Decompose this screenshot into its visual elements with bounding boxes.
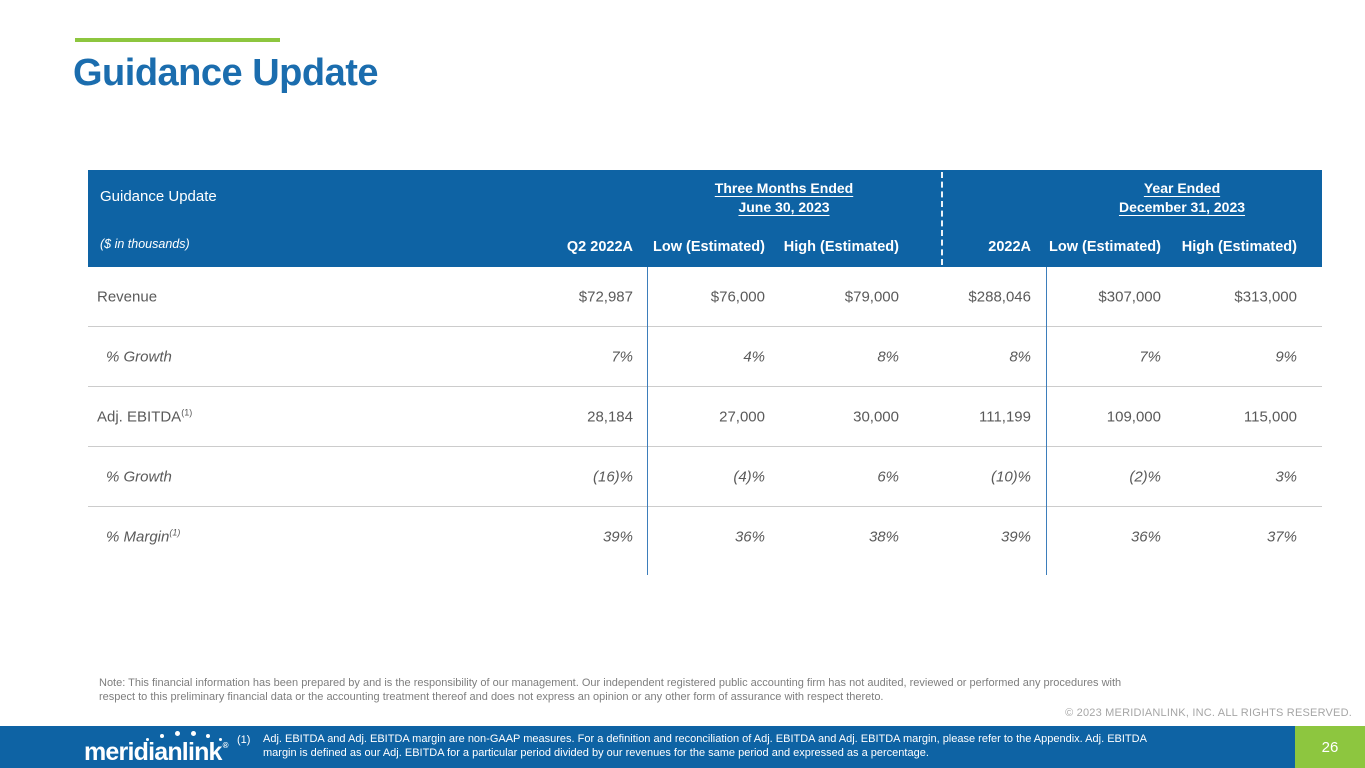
cell-value: 7% [611,348,633,365]
cell-value: 8% [1009,348,1031,365]
cell-value: (16)% [592,468,633,485]
cell-value: 7% [1139,348,1161,365]
registered-trademark-symbol: ® [222,741,229,750]
footer-bar: meridianlink® (1) Adj. EBITDA and Adj. E… [0,726,1365,768]
footnote-line2: margin is defined as our Adj. EBITDA for… [263,746,929,759]
group-label-line1: Year Ended [1143,180,1221,196]
group-label-line1: Three Months Ended [714,180,854,196]
cell-value: $288,046 [968,288,1031,305]
cell-value: 8% [877,348,899,365]
cell-value: (4)% [733,468,765,485]
group-label-line2: December 31, 2023 [1118,199,1246,215]
page-number: 26 [1321,738,1339,756]
table-body: Revenue $72,987 $76,000 $79,000 $288,046… [88,267,1322,567]
disclaimer-note: Note: This financial information has bee… [99,676,1121,704]
row-label: % Margin(1) [106,527,181,546]
footnote-ref: (1) [181,407,193,417]
footnote-ref: (1) [169,527,181,538]
cell-value: 115,000 [1243,408,1297,425]
cell-value: 9% [1275,348,1297,365]
column-header-2022a: 2022A [988,239,1031,255]
cell-value: 27,000 [719,408,765,425]
cell-value: 36% [734,528,765,546]
meridianlink-logo: meridianlink® [84,731,229,766]
copyright-notice: © 2023 MERIDIANLINK, INC. ALL RIGHTS RES… [1065,707,1352,719]
table-row-adj-ebitda: Adj. EBITDA(1) 28,184 27,000 30,000 111,… [88,387,1322,447]
logo-dot [175,731,180,736]
logo-dot [219,738,222,741]
row-label: % Growth [106,348,172,365]
table-title: Guidance Update [100,188,217,205]
cell-value: $76,000 [710,288,765,305]
cell-value: (2)% [1129,468,1161,485]
title-accent-line [75,38,280,42]
row-label: Adj. EBITDA(1) [97,407,193,426]
header-dashed-divider [941,172,943,265]
table-header: Guidance Update ($ in thousands) Three M… [88,170,1322,267]
cell-value: (10)% [990,468,1031,485]
row-label: % Growth [106,468,172,485]
cell-value: 111,199 [979,408,1031,425]
column-group-year-ended: Year Ended December 31, 2023 [1052,179,1312,217]
cell-value: 109,000 [1106,408,1161,425]
group-label-line2: June 30, 2023 [738,199,830,215]
cell-value: 36% [1130,528,1161,546]
column-header-q2-high-estimated: High (Estimated) [783,239,899,255]
row-label: Revenue [97,288,158,305]
logo-wordmark: meridianlink [84,738,222,766]
page-number-chip: 26 [1295,726,1365,768]
disclaimer-note-line2: respect to this preliminary financial da… [99,691,884,703]
column-group-three-months-ended: Three Months Ended June 30, 2023 [654,179,914,217]
cell-value: 38% [868,528,899,546]
cell-value: 4% [743,348,765,365]
logo-dot [146,738,149,741]
cell-value: 28,184 [587,408,633,425]
footnote-line1: Adj. EBITDA and Adj. EBITDA margin are n… [263,733,1147,745]
table-row-revenue-growth: % Growth 7% 4% 8% 8% 7% 9% [88,327,1322,387]
disclaimer-note-line1: Note: This financial information has bee… [99,677,1122,689]
cell-value: 30,000 [853,408,899,425]
guidance-table: Guidance Update ($ in thousands) Three M… [88,170,1322,575]
footnote-text: Adj. EBITDA and Adj. EBITDA margin are n… [263,733,1147,760]
cell-value: 37% [1266,528,1297,546]
logo-dot [206,734,210,738]
cell-value: 39% [602,528,633,546]
cell-value: $79,000 [844,288,899,305]
cell-value: $313,000 [1234,288,1297,305]
column-header-q2-low-estimated: Low (Estimated) [653,239,765,255]
column-header-fy-low-estimated: Low (Estimated) [1049,239,1161,255]
logo-dot [191,731,196,736]
cell-value: 6% [877,468,899,485]
column-header-fy-high-estimated: High (Estimated) [1181,239,1297,255]
column-header-q2-2022a: Q2 2022A [566,239,633,255]
cell-value: 39% [1000,528,1031,546]
cell-value: $307,000 [1098,288,1161,305]
table-row-revenue: Revenue $72,987 $76,000 $79,000 $288,046… [88,267,1322,327]
body-column-divider-right [1046,267,1047,575]
table-row-ebitda-growth: % Growth (16)% (4)% 6% (10)% (2)% 3% [88,447,1322,507]
table-units-label: ($ in thousands) [100,237,190,251]
page-title: Guidance Update [73,52,379,94]
table-row-ebitda-margin: % Margin(1) 39% 36% 38% 39% 36% 37% [88,507,1322,567]
footnote-marker: (1) [237,734,251,746]
cell-value: 3% [1275,468,1297,485]
cell-value: $72,987 [578,288,633,305]
body-column-divider-left [647,267,648,575]
logo-dot [160,734,164,738]
